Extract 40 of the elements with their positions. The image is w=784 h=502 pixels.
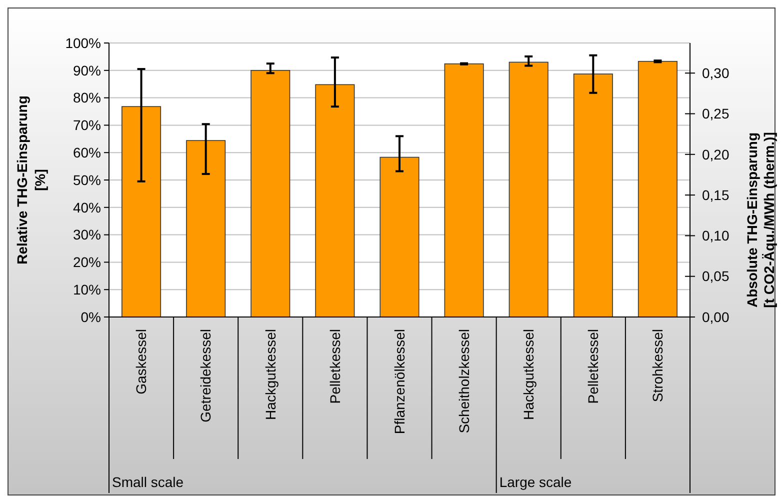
bar	[573, 74, 613, 318]
x-tick-label: Pelletkessel	[326, 329, 343, 404]
y-tick-label: 0%	[80, 308, 101, 325]
y-tick-label: 40%	[72, 199, 101, 216]
bar	[186, 140, 226, 318]
x-tick-label: Hackgutkessel	[262, 329, 278, 420]
bar	[444, 63, 484, 318]
y-axis-title: Relative THG-Einsparung [%]	[14, 96, 48, 264]
y2-tick-label: 0,00	[702, 308, 730, 325]
y-tick-label: 80%	[72, 90, 101, 106]
x-tick-label: Hackgutkessel	[520, 329, 537, 420]
y2-tick-label: 0,05	[702, 268, 730, 284]
y2-axis-title: Absolute THG-Einsparung [t CO2-Äqu./MWh (therm.)]	[744, 132, 777, 308]
y-tick-label: 10%	[72, 282, 101, 298]
bar	[315, 84, 355, 318]
y-tick-label: 90%	[72, 62, 101, 78]
y-tick-label: 50%	[72, 172, 101, 188]
x-tick-label: Gaskessel	[133, 329, 150, 394]
y-tick-label: 20%	[72, 254, 101, 270]
y2-tick-label: 0,20	[702, 146, 730, 162]
bar	[380, 156, 420, 318]
x-tick-label: Pelletkessel	[585, 329, 602, 404]
x-tick-label: Pflanzenölkessel	[391, 329, 408, 434]
y-tick-label: 100%	[65, 34, 101, 51]
bar	[250, 70, 290, 318]
x-tick-label: Strohkessel	[650, 329, 666, 402]
y2-tick-label: 0,30	[702, 64, 730, 81]
y2-tick-label: 0,10	[702, 228, 730, 244]
text: Large scale	[499, 474, 572, 490]
bar	[122, 106, 162, 318]
x-tick-label: Getreidekessel	[198, 329, 214, 422]
y-tick-label: 60%	[72, 144, 101, 160]
bar	[638, 60, 678, 318]
bar	[508, 62, 548, 318]
y2-tick-label: 0,15	[702, 186, 730, 203]
y-tick-label: 70%	[72, 117, 101, 134]
y-tick-label: 30%	[72, 226, 101, 243]
x-tick-label: Scheitholzkessel	[456, 329, 472, 434]
text: Small scale	[112, 474, 184, 490]
y2-tick-label: 0,25	[702, 106, 730, 122]
